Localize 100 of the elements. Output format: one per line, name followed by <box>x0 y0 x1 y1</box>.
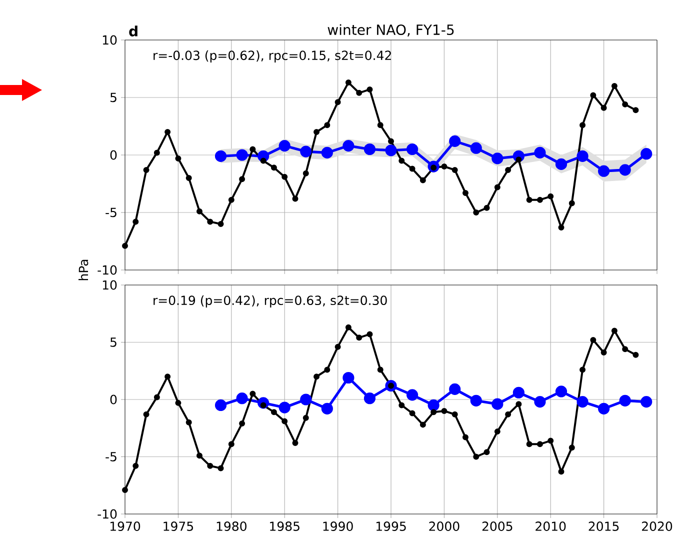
point <box>576 396 588 408</box>
point <box>449 383 461 395</box>
point <box>576 150 588 162</box>
point <box>406 143 418 156</box>
point <box>377 122 384 128</box>
point <box>342 140 354 152</box>
point <box>282 174 288 180</box>
point <box>536 441 543 448</box>
point <box>640 396 652 408</box>
x-tick-label: 2015 <box>588 522 619 531</box>
point <box>270 409 277 416</box>
point <box>250 390 256 397</box>
point <box>236 392 248 404</box>
x-tick-label: 1985 <box>270 522 300 531</box>
point <box>385 144 397 156</box>
y-axis-title: hPa <box>78 260 88 280</box>
point <box>186 175 192 181</box>
point <box>228 196 234 203</box>
annotation: r=0.19 (p=0.42), rpc=0.63, s2t=0.30 <box>154 295 387 308</box>
point <box>324 122 330 128</box>
point <box>494 184 500 190</box>
point <box>250 146 256 152</box>
x-tick-label: 1980 <box>216 522 246 531</box>
y-tick-label: -5 <box>106 208 116 218</box>
point <box>484 204 490 211</box>
point <box>366 331 373 338</box>
point <box>364 392 376 404</box>
point <box>536 196 543 203</box>
point <box>462 434 468 440</box>
point <box>334 99 341 106</box>
x-tick-label: 1995 <box>376 522 406 531</box>
point <box>122 486 128 493</box>
point <box>321 146 333 158</box>
point <box>505 166 512 173</box>
point <box>282 418 288 424</box>
point <box>260 158 266 164</box>
text: d <box>129 26 138 36</box>
y-tick-label: -10 <box>98 265 117 275</box>
point <box>492 398 504 410</box>
point <box>420 422 426 428</box>
point <box>388 138 394 144</box>
point <box>218 221 224 227</box>
point <box>164 374 171 380</box>
point <box>555 158 568 170</box>
point <box>441 164 448 170</box>
point <box>377 366 384 373</box>
x-tick-label: 2010 <box>536 522 566 531</box>
point <box>409 166 416 172</box>
point <box>580 122 586 128</box>
point <box>430 409 437 416</box>
point <box>175 400 182 406</box>
point <box>555 386 568 398</box>
point <box>302 414 309 421</box>
point <box>632 107 639 114</box>
point <box>366 86 373 92</box>
point <box>122 242 128 249</box>
point <box>300 394 312 406</box>
point <box>473 454 480 460</box>
point <box>207 218 214 225</box>
point <box>548 193 554 200</box>
point <box>526 196 532 203</box>
point <box>590 336 596 343</box>
point <box>154 394 160 400</box>
point <box>600 350 607 356</box>
point <box>534 146 546 158</box>
point <box>345 324 352 330</box>
y-tick-label: 0 <box>110 150 117 160</box>
point <box>632 352 639 358</box>
point <box>516 401 522 408</box>
y-tick-label: -10 <box>98 509 117 519</box>
x-tick-label: 1970 <box>110 522 140 531</box>
point <box>611 82 618 89</box>
point <box>342 372 354 384</box>
point <box>356 90 362 96</box>
point <box>302 170 309 176</box>
point <box>334 344 341 350</box>
point <box>292 440 298 446</box>
point <box>452 166 458 173</box>
point <box>568 444 575 451</box>
point <box>214 150 227 162</box>
point <box>270 164 277 171</box>
point <box>470 394 482 406</box>
point <box>494 428 500 435</box>
point <box>314 374 320 380</box>
point <box>473 210 480 216</box>
point <box>600 104 607 111</box>
point <box>568 200 575 206</box>
point <box>441 408 448 414</box>
point <box>239 420 246 427</box>
point <box>398 402 405 408</box>
point <box>619 164 631 176</box>
point <box>558 224 564 230</box>
point <box>324 366 330 373</box>
point <box>590 92 596 98</box>
point <box>548 438 554 444</box>
point <box>214 399 227 412</box>
x-tick-label: 2020 <box>642 522 672 531</box>
point <box>228 441 234 448</box>
point <box>516 156 522 163</box>
point <box>449 135 461 147</box>
